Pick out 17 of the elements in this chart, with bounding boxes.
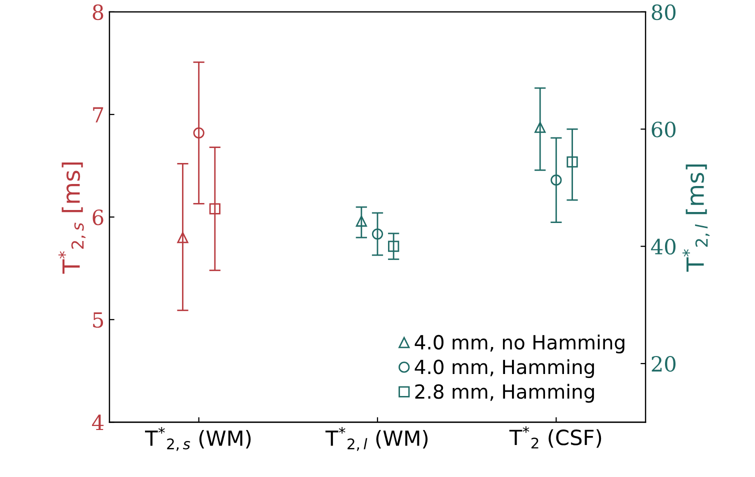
legend-label: 4.0 mm, no Hamming [414, 334, 624, 354]
x-tick-label: T$^{*}$$_{2,l}$ (WM) [325, 427, 428, 451]
x-tick-label: T$^{*}$$_{2}$ (CSF) [509, 426, 602, 448]
y-tick-label: 6 [92, 209, 104, 226]
y2-tick-label: 80 [652, 4, 676, 20]
y-tick-label: 5 [93, 312, 104, 328]
y-axis-title: T$^{*}$$_{2,s}$ [ms] [58, 162, 86, 274]
y2-tick-label: 20 [652, 356, 676, 372]
y2-tick-label: 40 [651, 238, 676, 255]
x-tick-label: T$^{*}$$_{2,s}$ (WM) [145, 427, 251, 451]
y-tick-label: 8 [92, 4, 104, 20]
y2-axis-title: T$^{*}$$_{2,l}$ [ms] [682, 164, 710, 272]
y-tick-label: 4 [92, 414, 104, 430]
legend-label: 4.0 mm, Hamming [414, 359, 594, 378]
legend-label: 2.8 mm, Hamming [415, 384, 594, 403]
y-tick-label: 7 [93, 107, 104, 122]
y2-tick-label: 60 [652, 122, 676, 138]
